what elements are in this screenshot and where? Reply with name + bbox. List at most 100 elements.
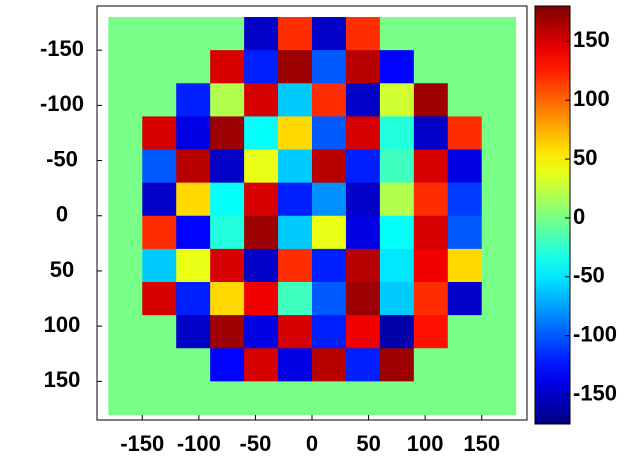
heatmap-cell: [413, 83, 449, 117]
heatmap-cell: [176, 248, 211, 283]
x-tick-label: 0: [306, 431, 318, 456]
heatmap-cell: [447, 116, 483, 151]
heatmap-cell: [481, 315, 517, 349]
heatmap-cell: [481, 116, 517, 151]
heatmap-cell: [481, 182, 517, 217]
heatmap-cell: [210, 182, 245, 217]
heatmap-cell: [447, 381, 483, 415]
heatmap-cell: [210, 348, 245, 382]
colorbar-tick-label: 50: [573, 145, 597, 170]
heatmap-cell: [312, 282, 347, 316]
heatmap-cell: [142, 83, 177, 117]
heatmap-cell: [447, 248, 483, 283]
heatmap-cell: [447, 50, 483, 84]
heatmap-cell: [481, 50, 517, 84]
heatmap-cell: [447, 215, 483, 250]
heatmap-cell: [142, 381, 177, 415]
heatmap-cell: [108, 248, 143, 283]
heatmap-cell: [379, 282, 415, 316]
heatmap-cell: [312, 116, 347, 151]
heatmap-cell: [176, 282, 211, 316]
heatmap-cell: [379, 348, 415, 382]
heatmap-cell: [481, 248, 517, 283]
heatmap-cell: [210, 83, 245, 117]
heatmap-cell: [345, 381, 381, 415]
heatmap-cell: [210, 17, 245, 51]
heatmap-cell: [176, 116, 211, 151]
heatmap-cell: [413, 50, 449, 84]
heatmap-cell: [108, 381, 143, 415]
colorbar-tick-label: 150: [573, 27, 610, 52]
heatmap-cell: [244, 215, 279, 250]
heatmap-cell: [176, 149, 211, 184]
heatmap-cell: [244, 348, 279, 382]
heatmap-cell: [413, 248, 449, 283]
heatmap-cell: [278, 215, 313, 250]
heatmap-cell: [345, 83, 381, 117]
heatmap-cell: [312, 83, 347, 117]
heatmap-cell: [244, 282, 279, 316]
heatmap-cell: [379, 381, 415, 415]
heatmap-cell: [413, 17, 449, 51]
heatmap-cell: [108, 83, 143, 117]
heatmap-cell: [481, 381, 517, 415]
heatmap-cell: [142, 215, 177, 250]
heatmap-cell: [278, 149, 313, 184]
heatmap-cell: [345, 116, 381, 151]
heatmap-cell: [413, 149, 449, 184]
heatmap-cell: [379, 83, 415, 117]
heatmap-cell: [210, 315, 245, 349]
heatmap-cell: [176, 348, 211, 382]
heatmap-cell: [142, 116, 177, 151]
heatmap-cell: [244, 83, 279, 117]
heatmap-cell: [142, 282, 177, 316]
heatmap-cell: [312, 182, 347, 217]
y-tick-label: -50: [46, 146, 78, 171]
heatmap: [108, 17, 517, 415]
heatmap-cell: [142, 248, 177, 283]
heatmap-cell: [379, 17, 415, 51]
x-tick-label: 100: [407, 431, 444, 456]
heatmap-cell: [108, 182, 143, 217]
y-tick-label: -150: [40, 36, 84, 61]
heatmap-cell: [481, 282, 517, 316]
heatmap-cell: [244, 182, 279, 217]
heatmap-cell: [210, 50, 245, 84]
heatmap-cell: [345, 348, 381, 382]
heatmap-cell: [210, 149, 245, 184]
heatmap-cell: [244, 116, 279, 151]
heatmap-cell: [210, 215, 245, 250]
heatmap-cell: [312, 50, 347, 84]
heatmap-cell: [176, 50, 211, 84]
heatmap-cell: [108, 215, 143, 250]
heatmap-cell: [481, 348, 517, 382]
heatmap-cell: [447, 348, 483, 382]
heatmap-cell: [244, 50, 279, 84]
heatmap-cell: [278, 282, 313, 316]
heatmap-cell: [278, 348, 313, 382]
x-tick-label: -150: [120, 431, 164, 456]
heatmap-cell: [176, 381, 211, 415]
y-tick-label: 100: [44, 312, 81, 337]
heatmap-cell: [278, 50, 313, 84]
heatmap-cell: [345, 182, 381, 217]
heatmap-cell: [142, 17, 177, 51]
heatmap-cell: [447, 149, 483, 184]
heatmap-cell: [379, 50, 415, 84]
heatmap-cell: [481, 17, 517, 51]
heatmap-cell: [108, 348, 143, 382]
colorbar-tick-label: 0: [573, 204, 585, 229]
heatmap-cell: [244, 149, 279, 184]
heatmap-cell: [312, 248, 347, 283]
heatmap-cell: [210, 381, 245, 415]
heatmap-cell: [447, 83, 483, 117]
heatmap-cell: [413, 182, 449, 217]
colorbar: [534, 5, 571, 425]
y-tick-label: 0: [56, 202, 68, 227]
heatmap-cell: [413, 215, 449, 250]
heatmap-cell: [278, 182, 313, 217]
heatmap-cell: [142, 182, 177, 217]
heatmap-cell: [142, 348, 177, 382]
heatmap-cell: [345, 215, 381, 250]
